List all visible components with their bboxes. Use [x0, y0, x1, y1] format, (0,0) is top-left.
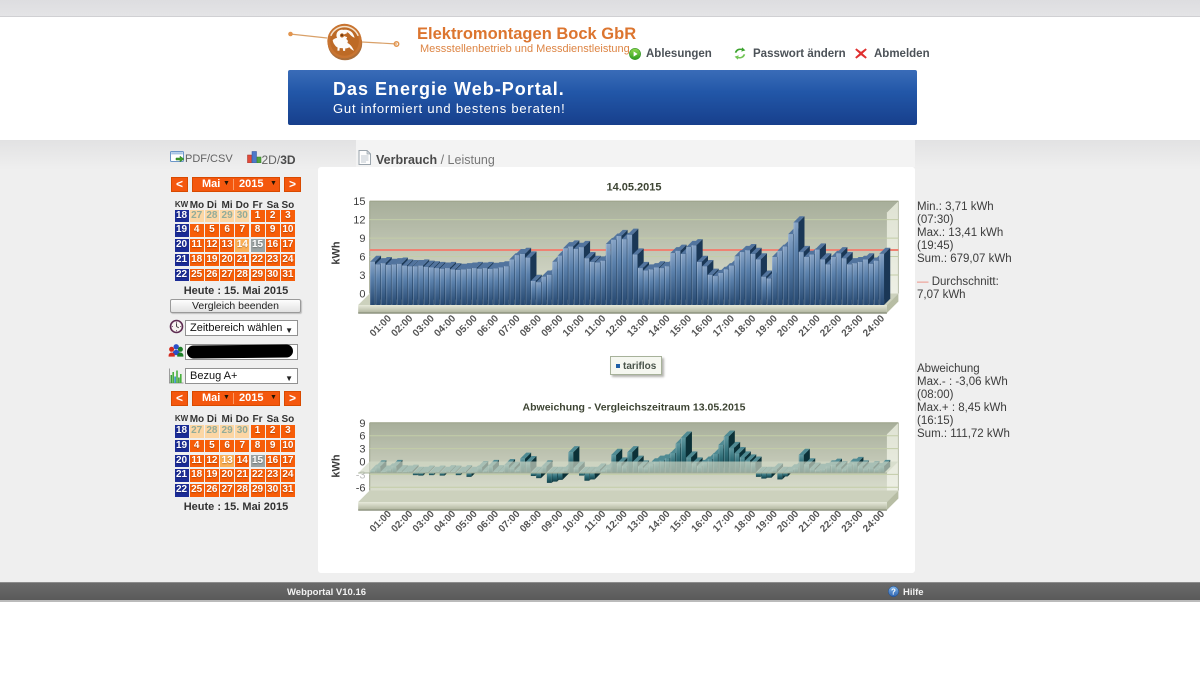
svg-text:07:00: 07:00	[497, 313, 523, 339]
svg-text:11:00: 11:00	[583, 313, 609, 339]
svg-text:18:00: 18:00	[732, 313, 758, 339]
svg-text:15:00: 15:00	[668, 313, 694, 339]
svg-text:kWh: kWh	[331, 454, 343, 478]
svg-text:11:00: 11:00	[583, 509, 609, 535]
svg-text:14.05.2015: 14.05.2015	[606, 182, 661, 194]
svg-text:13:00: 13:00	[625, 509, 651, 535]
svg-text:18:00: 18:00	[732, 509, 758, 535]
svg-text:20:00: 20:00	[775, 313, 801, 339]
svg-text:16:00: 16:00	[690, 509, 716, 535]
svg-text:17:00: 17:00	[711, 509, 737, 535]
svg-text:02:00: 02:00	[389, 509, 415, 535]
svg-text:10:00: 10:00	[561, 509, 587, 535]
svg-text:12:00: 12:00	[604, 509, 630, 535]
svg-text:01:00: 01:00	[368, 509, 394, 535]
svg-text:17:00: 17:00	[711, 313, 737, 339]
svg-text:-6: -6	[356, 482, 366, 494]
svg-text:3: 3	[359, 270, 365, 282]
svg-text:13:00: 13:00	[625, 313, 651, 339]
svg-text:16:00: 16:00	[690, 313, 716, 339]
svg-text:03:00: 03:00	[411, 313, 437, 339]
svg-text:22:00: 22:00	[818, 509, 844, 535]
svg-text:06:00: 06:00	[475, 313, 501, 339]
svg-text:23:00: 23:00	[840, 509, 866, 535]
svg-text:08:00: 08:00	[518, 313, 544, 339]
svg-text:08:00: 08:00	[518, 509, 544, 535]
svg-text:22:00: 22:00	[818, 313, 844, 339]
svg-text:3: 3	[359, 444, 365, 456]
svg-text:0: 0	[359, 289, 365, 301]
svg-text:Abweichung - Vergleichszeitrau: Abweichung - Vergleichszeitraum 13.05.20…	[523, 402, 746, 414]
svg-text:21:00: 21:00	[797, 313, 823, 339]
svg-text:01:00: 01:00	[368, 313, 394, 339]
svg-text:?: ?	[891, 587, 896, 596]
svg-text:05:00: 05:00	[454, 509, 480, 535]
svg-text:10:00: 10:00	[561, 313, 587, 339]
svg-text:12: 12	[353, 215, 365, 227]
svg-text:15: 15	[353, 196, 365, 208]
svg-text:20:00: 20:00	[775, 509, 801, 535]
svg-text:24:00: 24:00	[861, 313, 887, 339]
svg-text:24:00: 24:00	[861, 509, 887, 535]
svg-text:-3: -3	[356, 469, 366, 481]
svg-text:09:00: 09:00	[540, 313, 566, 339]
svg-text:23:00: 23:00	[840, 313, 866, 339]
svg-text:21:00: 21:00	[797, 509, 823, 535]
svg-text:12:00: 12:00	[604, 313, 630, 339]
svg-text:19:00: 19:00	[754, 509, 780, 535]
svg-text:03:00: 03:00	[411, 509, 437, 535]
svg-text:6: 6	[359, 431, 365, 443]
svg-text:14:00: 14:00	[647, 313, 673, 339]
svg-text:04:00: 04:00	[432, 313, 458, 339]
svg-text:0: 0	[359, 457, 365, 469]
svg-text:kWh: kWh	[331, 241, 343, 265]
svg-text:04:00: 04:00	[432, 509, 458, 535]
svg-text:19:00: 19:00	[754, 313, 780, 339]
svg-text:6: 6	[359, 252, 365, 264]
svg-text:15:00: 15:00	[668, 509, 694, 535]
svg-text:05:00: 05:00	[454, 313, 480, 339]
svg-text:02:00: 02:00	[389, 313, 415, 339]
svg-text:06:00: 06:00	[475, 509, 501, 535]
svg-text:07:00: 07:00	[497, 509, 523, 535]
svg-text:09:00: 09:00	[540, 509, 566, 535]
svg-text:14:00: 14:00	[647, 509, 673, 535]
svg-text:9: 9	[359, 418, 365, 430]
svg-text:9: 9	[359, 233, 365, 245]
